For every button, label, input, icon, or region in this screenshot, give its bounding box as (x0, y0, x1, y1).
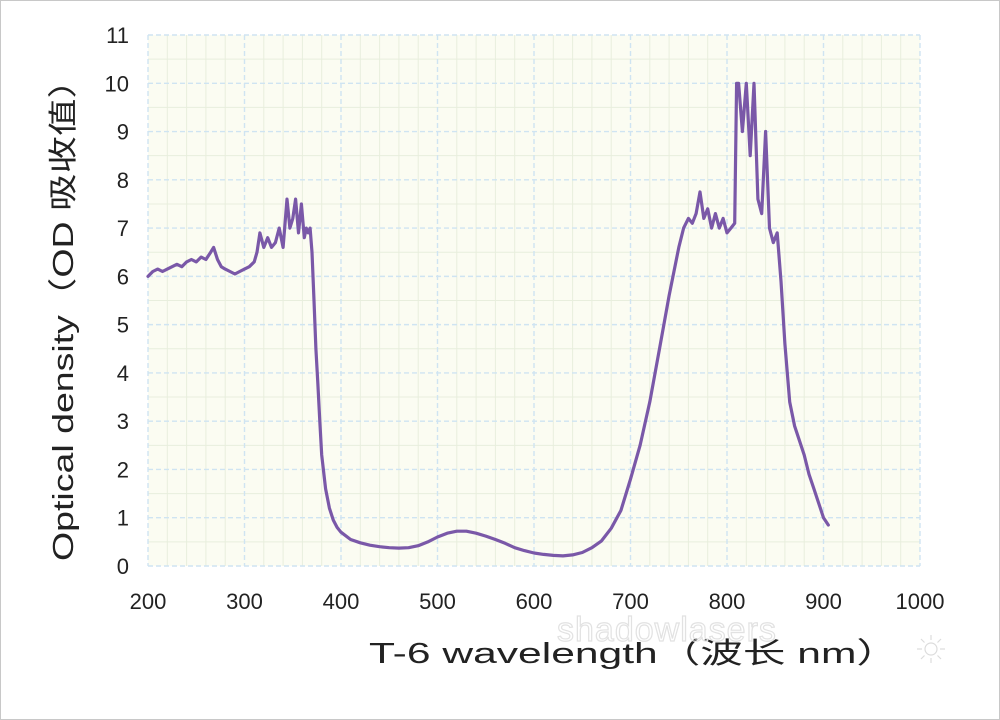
x-axis-title: T-6 wavelength（波长 nm） (369, 637, 899, 670)
x-tick-label: 800 (709, 589, 746, 614)
y-tick-labels: 0 1 2 3 4 5 6 7 8 9 10 11 (105, 23, 129, 579)
y-tick-label: 0 (117, 554, 129, 579)
x-tick-label: 300 (226, 589, 263, 614)
y-tick-label: 7 (117, 216, 129, 241)
y-tick-label: 6 (117, 264, 129, 289)
x-tick-label: 600 (516, 589, 553, 614)
x-tick-label: 900 (805, 589, 842, 614)
y-axis-title: Optical density（OD 吸收值） (47, 61, 80, 561)
x-tick-label: 1000 (896, 589, 945, 614)
major-gridlines (147, 34, 921, 567)
y-tick-label: 3 (117, 409, 129, 434)
series-line (146, 81, 830, 558)
y-tick-label: 5 (117, 313, 129, 338)
watermark-text: shadowlasers (557, 611, 777, 649)
y-tick-label: 2 (117, 457, 129, 482)
y-tick-label: 1 (117, 506, 129, 531)
y-tick-label: 9 (117, 120, 129, 145)
x-tick-label: 200 (130, 589, 167, 614)
x-tick-label: 700 (612, 589, 649, 614)
series-layer (146, 81, 830, 558)
y-tick-label: 4 (117, 361, 129, 386)
watermark-sun-icon (917, 635, 945, 663)
x-tick-labels: 200 300 400 500 600 700 800 900 1000 (130, 589, 945, 614)
y-tick-label: 10 (105, 71, 129, 96)
y-tick-label: 11 (106, 23, 129, 48)
x-tick-label: 500 (419, 589, 456, 614)
y-tick-label: 8 (117, 168, 129, 193)
x-tick-label: 400 (323, 589, 360, 614)
